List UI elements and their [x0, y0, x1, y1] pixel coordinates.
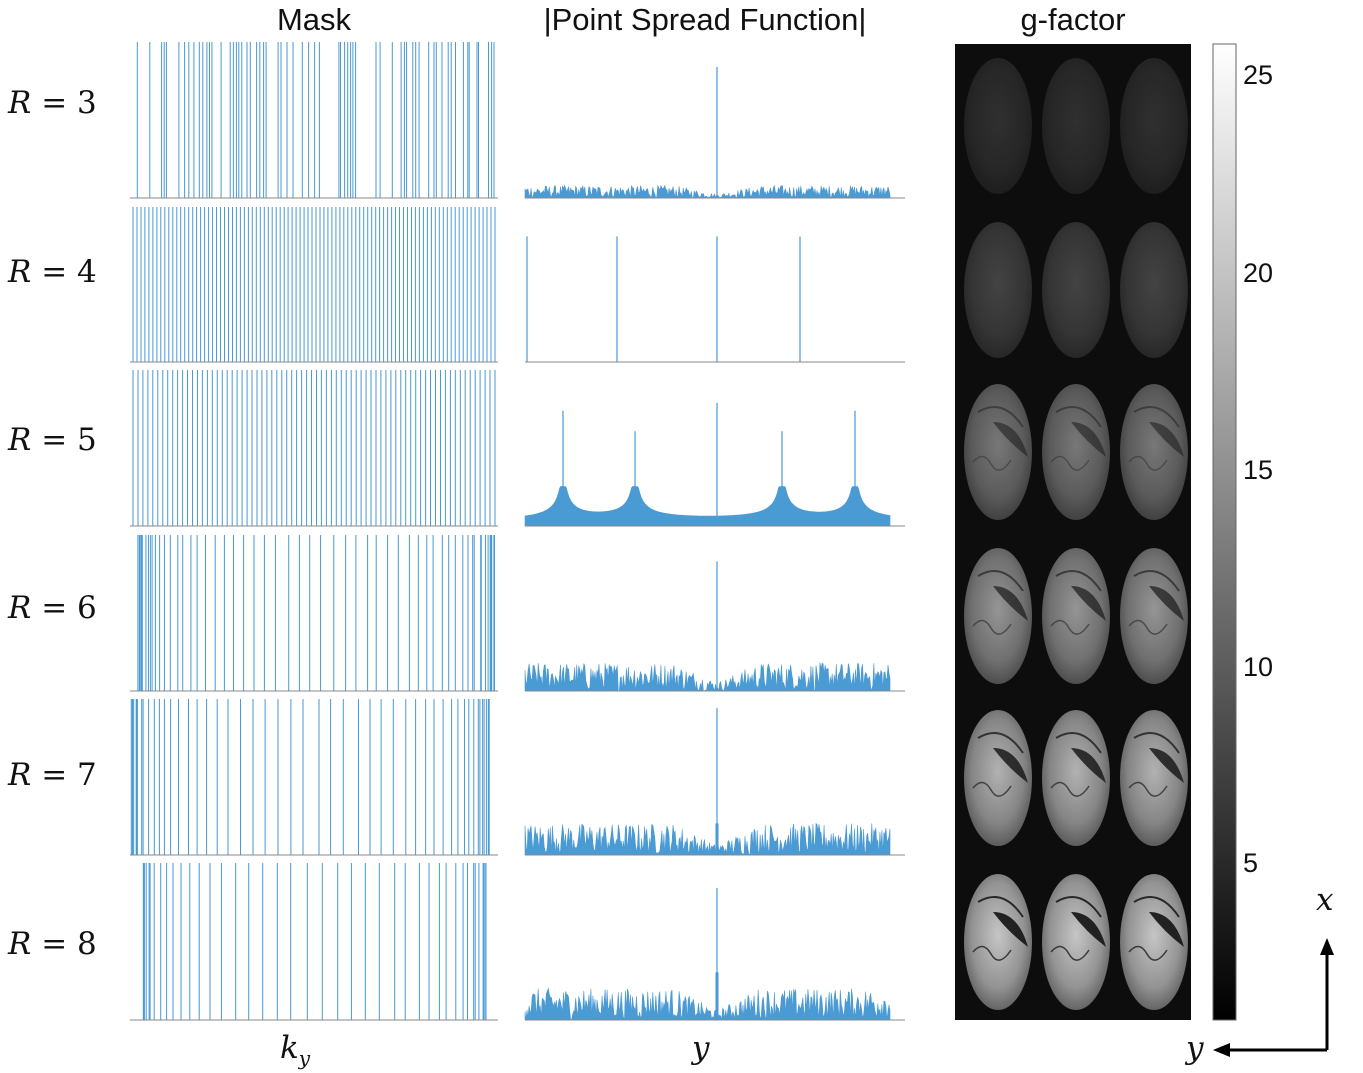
mask-x-label: ky [280, 1030, 311, 1071]
gfactor-structure [1149, 912, 1184, 947]
mask-panel-r8 [130, 863, 498, 1021]
gfactor-structure [1149, 422, 1184, 457]
colorbar-tick-10: 10 [1243, 652, 1274, 682]
gfactor-structure [977, 406, 1024, 428]
psf-center-block [715, 972, 719, 1020]
row-label-r4: R = 4 [8, 254, 97, 290]
orientation-y-label: y [1186, 1030, 1204, 1066]
mask-panel-r4 [130, 207, 498, 363]
orientation-arrows [1213, 938, 1334, 1057]
gfactor-structure [977, 896, 1024, 918]
gfactor-image [955, 44, 1191, 1020]
x-arrow-head [1320, 938, 1334, 955]
mask-panel-r3 [130, 42, 498, 199]
colorbar-tick-20: 20 [1243, 258, 1274, 288]
gfactor-body [1120, 222, 1188, 358]
row-label-r8: R = 8 [8, 926, 97, 962]
psf-trace [524, 822, 891, 856]
psf-panel-r6 [524, 561, 905, 692]
mask-panels [130, 42, 498, 1021]
gfactor-structure [1050, 945, 1090, 961]
gfactor-structure [1128, 619, 1168, 635]
gfactor-structure [1071, 422, 1106, 457]
gfactor-structure [977, 570, 1024, 592]
gfactor-body [1042, 58, 1110, 194]
gfactor-structure [1050, 455, 1090, 471]
gfactor-structure [1149, 586, 1184, 621]
gfactor-structure [1055, 896, 1102, 918]
gfactor-structure [977, 732, 1024, 754]
gfactor-structure [972, 781, 1012, 797]
gfactor-structure [993, 586, 1028, 621]
gfactor-structure [1071, 586, 1106, 621]
gfactor-body [964, 222, 1032, 358]
colorbar-gradient [1212, 43, 1237, 1021]
gfactor-structure [972, 619, 1012, 635]
gfactor-structure [993, 422, 1028, 457]
mask-panel-r6 [130, 535, 498, 692]
gfactor-body [964, 58, 1032, 194]
gfactor-structure [993, 748, 1028, 783]
psf-trace [524, 987, 891, 1021]
psf-title: |Point Spread Function| [543, 2, 867, 37]
gfactor-structure [1133, 732, 1180, 754]
row-label-r5: R = 5 [8, 422, 97, 458]
mask-title: Mask [276, 2, 352, 37]
gfactor-structure [993, 912, 1028, 947]
gfactor-body [1120, 58, 1188, 194]
gfactor-structure [1133, 570, 1180, 592]
gfactor-title: g-factor [1020, 2, 1126, 37]
gfactor-structure [1128, 781, 1168, 797]
y-arrow-head [1213, 1043, 1230, 1057]
psf-panel-r3 [524, 66, 905, 199]
gfactor-structure [1050, 619, 1090, 635]
colorbar [1212, 43, 1237, 1021]
colorbar-tick-5: 5 [1243, 848, 1259, 878]
colorbar-tick-25: 25 [1243, 60, 1274, 90]
gfactor-structure [1133, 896, 1180, 918]
psf-trace [524, 486, 891, 527]
row-label-r3: R = 3 [8, 85, 97, 121]
psf-panel-r7 [524, 708, 905, 856]
gfactor-structure [1071, 748, 1106, 783]
psf-trace [524, 184, 891, 199]
gfactor-structure [972, 945, 1012, 961]
psf-panel-r5 [524, 402, 905, 527]
gfactor-structure [1128, 455, 1168, 471]
gfactor-body [1042, 222, 1110, 358]
orientation-x-label: x [1316, 882, 1334, 918]
row-label-r6: R = 6 [8, 590, 97, 626]
gfactor-structure [1050, 781, 1090, 797]
psf-panel-r4 [525, 236, 905, 363]
gfactor-background [955, 44, 1191, 1020]
gfactor-structure [1055, 406, 1102, 428]
mask-panel-r7 [130, 699, 498, 856]
psf-x-label: y [692, 1030, 710, 1066]
gfactor-structure [972, 455, 1012, 471]
psf-trace [524, 662, 891, 692]
colorbar-tick-15: 15 [1243, 455, 1274, 485]
psf-panel-r8 [524, 888, 905, 1021]
mask-panel-r5 [130, 370, 498, 527]
row-label-r7: R = 7 [8, 757, 97, 793]
gfactor-structure [1055, 570, 1102, 592]
psf-panels [524, 66, 905, 1021]
gfactor-structure [1071, 912, 1106, 947]
gfactor-structure [1149, 748, 1184, 783]
psf-center-block [715, 823, 719, 855]
gfactor-structure [1055, 732, 1102, 754]
gfactor-structure [1128, 945, 1168, 961]
gfactor-structure [1133, 406, 1180, 428]
